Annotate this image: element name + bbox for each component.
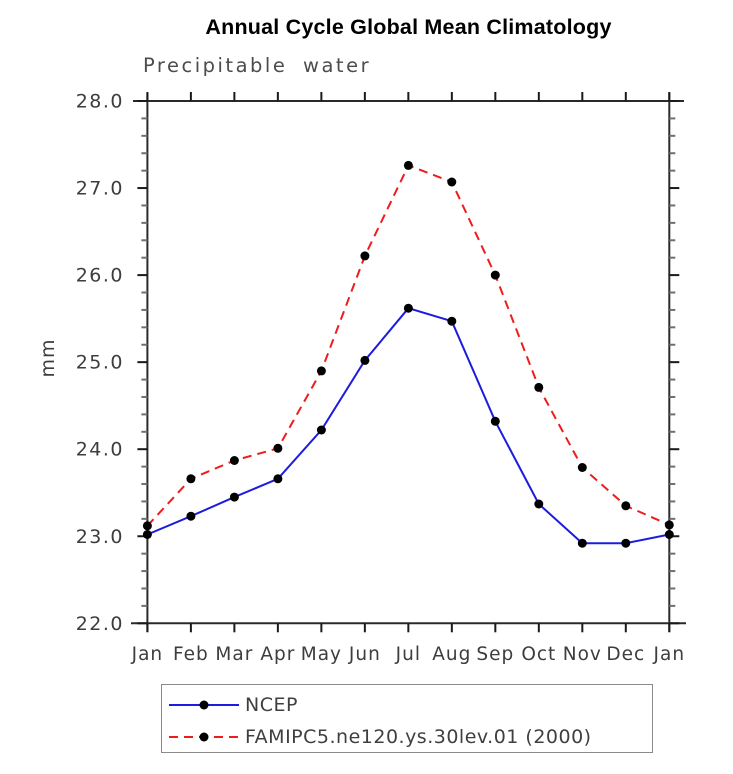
- y-axis-title: mm: [37, 338, 59, 377]
- x-tick-label: Jul: [395, 644, 421, 665]
- data-point-1: [360, 251, 370, 261]
- y-tick-label: 24.0: [76, 439, 124, 461]
- legend-marker-1: [199, 732, 209, 742]
- x-tick-label: Sep: [476, 644, 514, 665]
- data-point-0: [186, 511, 196, 521]
- data-point-0: [229, 492, 239, 502]
- data-point-0: [490, 416, 500, 426]
- y-tick-label: 26.0: [76, 265, 124, 287]
- x-tick-label: Aug: [432, 644, 471, 665]
- legend: NCEP FAMIPC5.ne120.ys.30lev.01 (2000): [161, 684, 653, 753]
- x-tick-label: Oct: [521, 644, 556, 665]
- data-point-0: [577, 538, 587, 548]
- chart-subtitle: Precipitable water: [143, 54, 372, 77]
- data-point-1: [490, 270, 500, 280]
- y-tick-label: 23.0: [76, 526, 124, 548]
- data-point-1: [621, 501, 631, 511]
- legend-item-model: FAMIPC5.ne120.ys.30lev.01 (2000): [167, 724, 652, 750]
- legend-label-ncep: NCEP: [245, 694, 298, 716]
- y-tick-label: 27.0: [76, 178, 124, 200]
- y-tick-label: 22.0: [76, 613, 124, 635]
- x-tick-label: Apr: [260, 644, 295, 665]
- data-point-1: [186, 474, 196, 484]
- x-tick-label: May: [301, 644, 342, 665]
- data-point-1: [664, 520, 674, 530]
- data-point-1: [273, 443, 283, 453]
- x-tick-label: Dec: [606, 644, 645, 665]
- data-point-0: [142, 530, 152, 539]
- x-tick-label: Mar: [215, 644, 253, 665]
- y-tick-label: 28.0: [76, 91, 124, 113]
- x-tick-label: Jun: [348, 644, 381, 665]
- legend-item-ncep: NCEP: [167, 692, 652, 718]
- data-point-1: [447, 177, 457, 187]
- data-point-0: [403, 303, 413, 313]
- y-tick-label: 25.0: [76, 352, 124, 374]
- data-point-1: [577, 463, 587, 472]
- data-point-1: [403, 160, 413, 170]
- data-point-1: [142, 521, 152, 531]
- legend-marker-0: [199, 700, 209, 710]
- data-point-0: [447, 316, 457, 326]
- data-point-0: [316, 425, 326, 435]
- series-line-0: [147, 307, 670, 545]
- data-point-0: [534, 499, 544, 509]
- x-tick-label: Nov: [563, 644, 602, 665]
- x-tick-label: Jan: [131, 644, 164, 665]
- legend-line-sample-solid: [169, 700, 239, 710]
- data-point-0: [664, 530, 674, 539]
- data-point-1: [229, 456, 239, 465]
- data-point-1: [534, 382, 544, 392]
- series-line-1: [146, 164, 670, 527]
- legend-label-model: FAMIPC5.ne120.ys.30lev.01 (2000): [245, 726, 592, 748]
- x-tick-label: Jan: [653, 644, 686, 665]
- x-tick-label: Feb: [173, 644, 209, 665]
- data-point-1: [316, 366, 326, 376]
- data-point-0: [360, 355, 370, 365]
- chart-title: Annual Cycle Global Mean Climatology: [205, 15, 612, 39]
- data-point-0: [621, 538, 631, 548]
- plot-area: 22.0 23.0 24.0 25.0 26.0 27.0 28.0 Jan Feb Mar Apr…: [37, 91, 686, 665]
- legend-line-sample-dashed: [169, 732, 239, 742]
- data-point-0: [273, 474, 283, 484]
